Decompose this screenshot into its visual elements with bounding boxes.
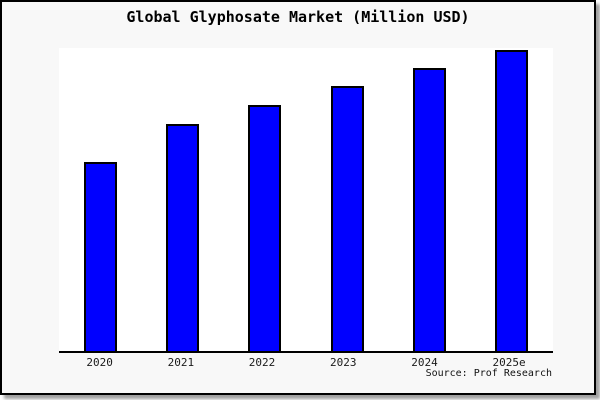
x-axis-label-2025e: 2025e [492,356,526,369]
bar-2025e [495,50,529,351]
x-axis-label-2022: 2022 [248,356,276,369]
bar-2024 [412,68,446,351]
x-axis-label-2023: 2023 [330,356,357,369]
bars-container [59,48,553,351]
x-axis-label-2024: 2024 [411,356,438,369]
chart-title: Global Glyphosate Market (Million USD) [126,8,470,26]
source-credit: Source: Prof Research [425,368,552,379]
bar-2022 [248,105,282,351]
bar-2023 [330,86,364,351]
x-axis-labels: 2020 2021 2022 2023 2024 2025e [59,356,553,369]
plot-area [59,48,553,353]
bar-2020 [83,162,117,351]
x-axis-label-2021: 2021 [167,356,195,369]
bar-2021 [165,124,199,351]
x-axis-label-2020: 2020 [86,356,113,369]
